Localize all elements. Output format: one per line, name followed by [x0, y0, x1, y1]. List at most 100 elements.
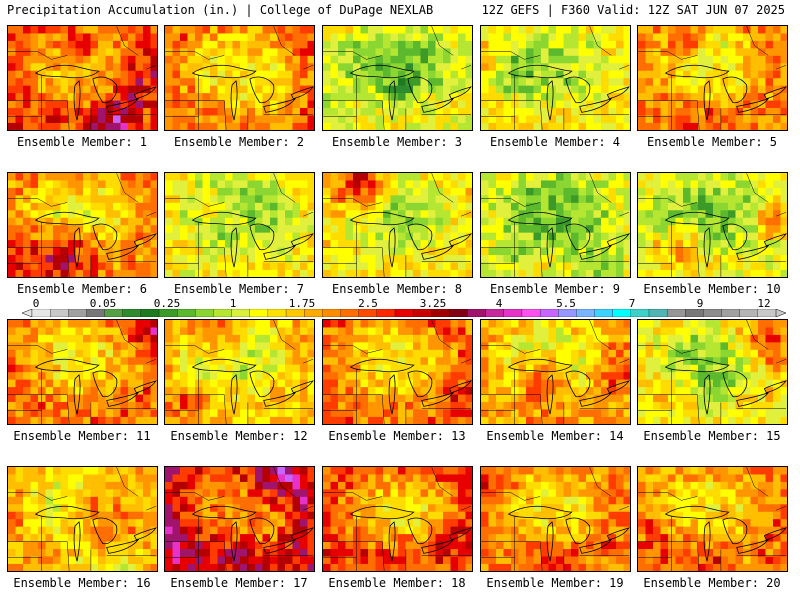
- colorbar-segment: [431, 309, 450, 317]
- colorbar-segment: [140, 309, 160, 317]
- valid-time: 12Z GEFS | F360 Valid: 12Z SAT JUN 07 20…: [481, 3, 785, 17]
- colorbar-segment: [304, 309, 323, 317]
- ensemble-member-label: Ensemble Member: 1: [16, 135, 148, 149]
- precip-field: [165, 320, 314, 424]
- colorbar-right-arrow: [775, 309, 786, 317]
- colorbar-tick-label: 1.75: [288, 297, 316, 310]
- precip-field: [481, 320, 630, 424]
- colorbar-segment: [449, 309, 468, 317]
- ensemble-member-label: Ensemble Member: 6: [16, 282, 148, 296]
- ensemble-member-label: Ensemble Member: 14: [486, 429, 624, 443]
- colorbar-segment: [231, 309, 251, 317]
- colorbar-segment: [558, 309, 577, 317]
- colorbar-segment: [612, 309, 632, 317]
- precip-field: [323, 173, 472, 277]
- ensemble-member-label: Ensemble Member: 17: [170, 576, 308, 590]
- colorbar-segment: [739, 309, 759, 317]
- ensemble-member-map: [7, 466, 158, 572]
- ensemble-member-label: Ensemble Member: 15: [643, 429, 781, 443]
- colorbar-segment: [49, 309, 69, 317]
- ensemble-member-label: Ensemble Member: 4: [489, 135, 621, 149]
- colorbar-segment: [576, 309, 595, 317]
- ensemble-member-label: Ensemble Member: 3: [331, 135, 463, 149]
- colorbar-segment: [68, 309, 87, 317]
- colorbar-tick-label: 12: [757, 297, 771, 310]
- ensemble-member-label: Ensemble Member: 2: [173, 135, 305, 149]
- precip-field: [481, 467, 630, 571]
- colorbar-segment: [666, 309, 686, 317]
- ensemble-member-label: Ensemble Member: 7: [173, 282, 305, 296]
- ensemble-member-map: [7, 25, 158, 131]
- colorbar-tick-label: 3.25: [419, 297, 447, 310]
- ensemble-member-map: [322, 25, 473, 131]
- ensemble-member-map: [322, 466, 473, 572]
- colorbar-segment: [285, 309, 305, 317]
- ensemble-member-map: [164, 172, 315, 278]
- precip-field: [638, 173, 787, 277]
- ensemble-member-label: Ensemble Member: 11: [13, 429, 151, 443]
- colorbar-segment: [485, 309, 505, 317]
- ensemble-member-map: [322, 172, 473, 278]
- colorbar-segment: [685, 309, 704, 317]
- colorbar-segment: [340, 309, 360, 317]
- precip-field: [481, 26, 630, 130]
- colorbar-segment: [322, 309, 341, 317]
- colorbar-segment: [394, 309, 414, 317]
- map-title: Precipitation Accumulation (in.) | Colle…: [7, 3, 434, 17]
- colorbar-segment: [412, 309, 432, 317]
- colorbar-tick-label: 1: [229, 297, 237, 310]
- colorbar-tick-label: 5.5: [556, 297, 576, 310]
- colorbar-segment: [648, 309, 668, 317]
- ensemble-member-map: [637, 466, 788, 572]
- precip-field: [8, 26, 157, 130]
- ensemble-member-map: [480, 466, 631, 572]
- ensemble-member-map: [637, 25, 788, 131]
- colorbar-segment: [31, 309, 51, 317]
- colorbar-segment: [122, 309, 142, 317]
- precip-field: [165, 173, 314, 277]
- colorbar-tick-label: 9: [696, 297, 704, 310]
- ensemble-member-label: Ensemble Member: 8: [331, 282, 463, 296]
- ensemble-member-label: Ensemble Member: 19: [486, 576, 624, 590]
- precip-field: [323, 467, 472, 571]
- ensemble-member-map: [164, 319, 315, 425]
- ensemble-member-map: [322, 319, 473, 425]
- ensemble-member-map: [637, 319, 788, 425]
- colorbar-segment: [703, 309, 723, 317]
- colorbar-segment: [249, 309, 269, 317]
- ensemble-member-map: [164, 25, 315, 131]
- colorbar-segment: [539, 309, 559, 317]
- colorbar-strip: [22, 309, 786, 317]
- ensemble-member-map: [480, 172, 631, 278]
- colorbar-tick-label: 0.25: [153, 297, 181, 310]
- precip-field: [8, 467, 157, 571]
- colorbar-segment: [213, 309, 233, 317]
- ensemble-member-label: Ensemble Member: 10: [643, 282, 781, 296]
- colorbar-segment: [104, 309, 124, 317]
- colorbar-segment: [158, 309, 178, 317]
- ensemble-member-map: [7, 319, 158, 425]
- precip-field: [481, 173, 630, 277]
- colorbar-tick-label: 7: [628, 297, 636, 310]
- colorbar-segment: [594, 309, 614, 317]
- colorbar-segment: [376, 309, 396, 317]
- ensemble-member-map: [7, 172, 158, 278]
- precip-field: [165, 26, 314, 130]
- ensemble-member-label: Ensemble Member: 9: [489, 282, 621, 296]
- colorbar-segment: [358, 309, 378, 317]
- ensemble-member-map: [637, 172, 788, 278]
- precip-field: [638, 26, 787, 130]
- colorbar-left-arrow: [22, 309, 33, 317]
- colorbar-segment: [630, 309, 650, 317]
- ensemble-member-map: [164, 466, 315, 572]
- colorbar-segment: [267, 309, 287, 317]
- colorbar-tick-label: 4: [495, 297, 503, 310]
- colorbar-tick-label: 0.05: [89, 297, 117, 310]
- ensemble-member-label: Ensemble Member: 12: [170, 429, 308, 443]
- colorbar-segment: [721, 309, 741, 317]
- colorbar-segment: [503, 309, 523, 317]
- colorbar-tick-label: 2.5: [358, 297, 378, 310]
- colorbar-tick-label: 0: [32, 297, 40, 310]
- ensemble-member-label: Ensemble Member: 18: [328, 576, 466, 590]
- ensemble-member-label: Ensemble Member: 13: [328, 429, 466, 443]
